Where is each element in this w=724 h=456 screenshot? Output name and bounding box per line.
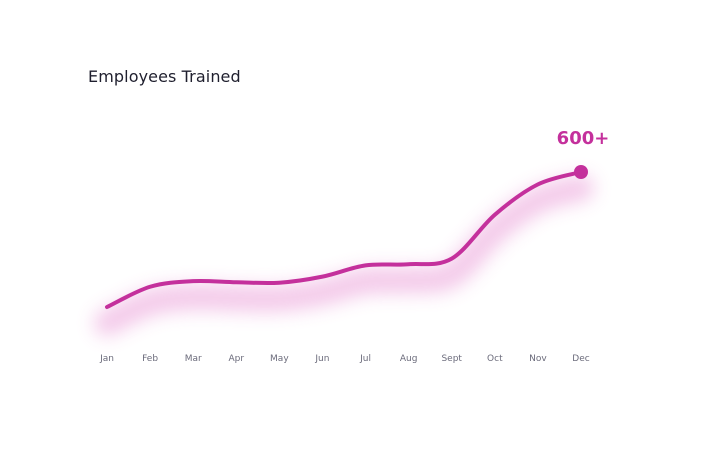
x-tick-label-oct: Oct (487, 354, 503, 364)
series-glow (94, 175, 594, 336)
x-tick-label-sept: Sept (441, 354, 462, 364)
x-tick-label-nov: Nov (529, 354, 547, 364)
series-line-group (105, 170, 583, 309)
x-tick-label-mar: Mar (185, 354, 202, 364)
end-label-group: 600+ (557, 128, 610, 149)
chart-title: Employees Trained (88, 67, 241, 86)
data-points (574, 165, 588, 179)
end-value-label: 600+ (557, 128, 610, 149)
end-point-marker (574, 165, 588, 179)
x-tick-label-dec: Dec (572, 354, 589, 364)
x-tick-label-apr: Apr (228, 354, 244, 364)
x-tick-label-aug: Aug (400, 354, 418, 364)
series-line (105, 170, 583, 309)
x-tick-label-jan: Jan (99, 354, 114, 364)
line-glow (94, 175, 594, 336)
x-tick-label-feb: Feb (142, 354, 158, 364)
x-tick-label-jul: Jul (359, 354, 371, 364)
x-tick-label-may: May (270, 354, 289, 364)
x-axis-ticks: Jan Feb Mar Apr May Jun Jul Aug Sept Oct Nov Dec (99, 354, 590, 364)
x-tick-label-jun: Jun (314, 354, 329, 364)
